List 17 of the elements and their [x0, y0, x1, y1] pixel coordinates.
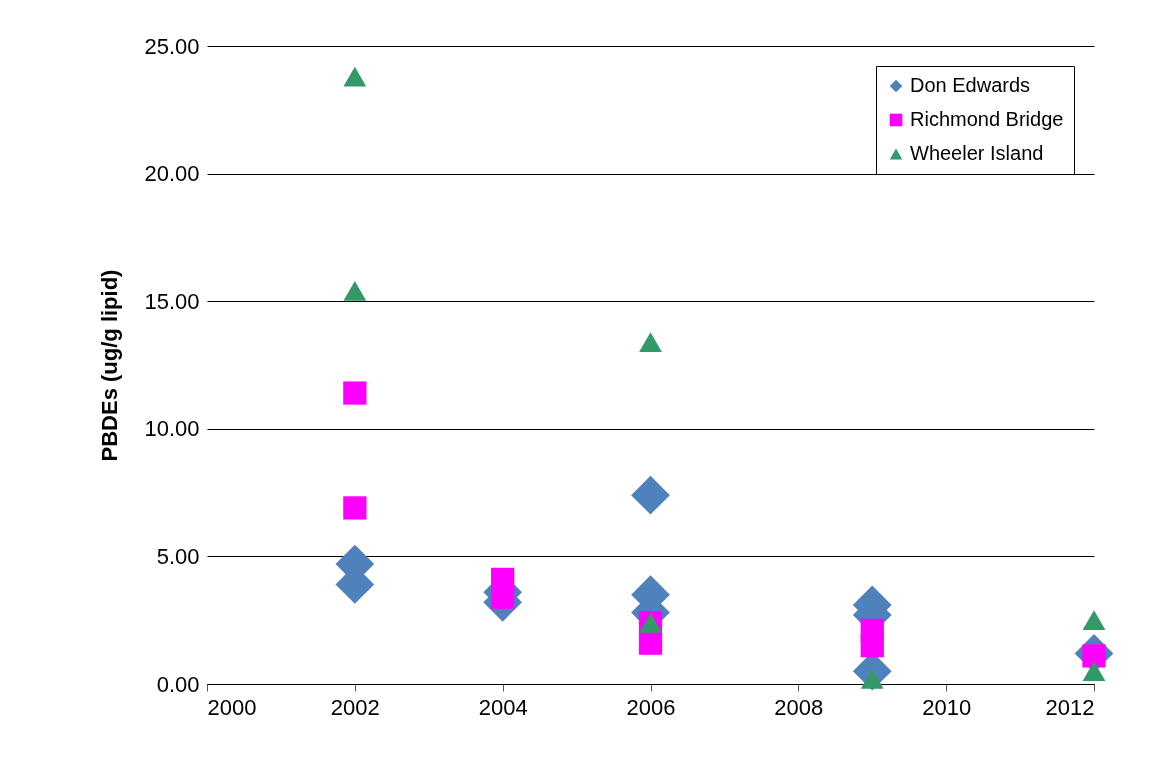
- legend-label: Richmond Bridge: [910, 108, 1064, 130]
- y-tick-label: 0.00: [156, 671, 200, 697]
- x-tick-label: 2010: [922, 694, 972, 720]
- legend-label: Wheeler Island: [910, 142, 1044, 164]
- y-tick-label: 5.00: [156, 543, 200, 569]
- y-axis-title: PBDEs (ug/g lipid): [97, 269, 123, 462]
- x-tick-label: 2002: [330, 694, 380, 720]
- y-tick-label: 10.00: [144, 416, 200, 442]
- x-tick-label: 2012: [1045, 694, 1095, 720]
- legend-label: Don Edwards: [910, 74, 1031, 96]
- x-tick-label: 2008: [774, 694, 824, 720]
- x-tick-label: 2006: [626, 694, 676, 720]
- x-tick-label: 2000: [207, 694, 257, 720]
- y-tick-label: 20.00: [144, 161, 200, 187]
- y-tick-label: 15.00: [144, 288, 200, 314]
- y-tick-label: 25.00: [144, 33, 200, 59]
- x-tick-label: 2004: [478, 694, 528, 720]
